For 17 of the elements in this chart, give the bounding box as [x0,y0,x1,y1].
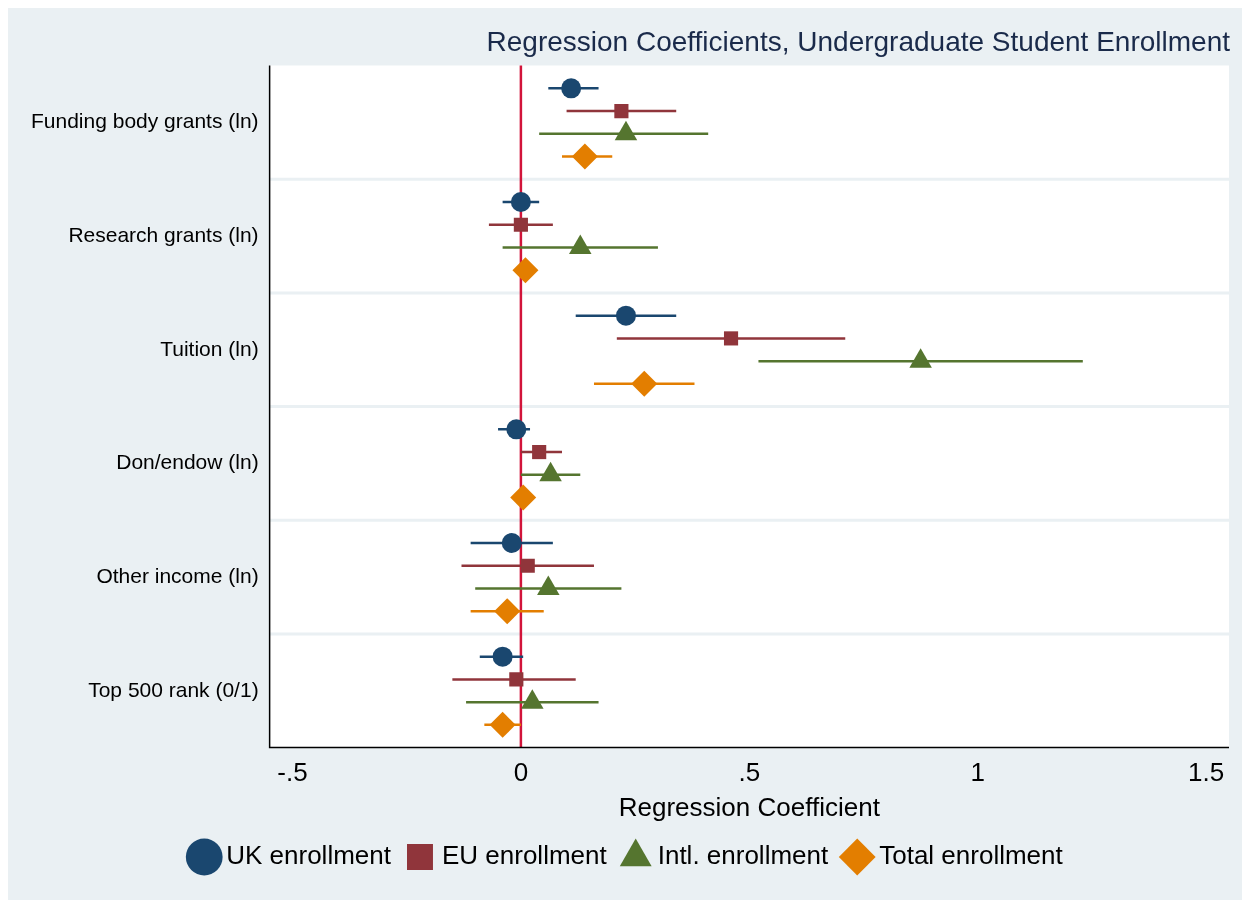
chart-title: Regression Coefficients, Undergraduate Student Enrollment [486,25,1231,57]
x-tick-label: 1.5 [1188,757,1225,788]
y-tick-label: Funding body grants (ln) [30,109,259,133]
x-tick-label: 1 [970,757,985,788]
legend-label: EU enrollment [441,840,608,871]
x-axis-title: Regression Coefficient [618,791,881,822]
y-tick-label: Tuition (ln) [160,336,259,360]
x-tick-label: 0 [513,757,529,788]
legend-label: UK enrollment [226,840,392,871]
y-tick-label: Other income (ln) [96,563,259,587]
x-tick-label: .5 [738,757,761,788]
x-tick-label: -.5 [277,757,308,788]
y-tick-label: Top 500 rank (0/1) [88,677,259,701]
y-tick-label: Don/endow (ln) [116,450,259,474]
legend-label: Intl. enrollment [657,840,829,871]
y-tick-label: Research grants (ln) [68,222,259,246]
legend-label: Total enrollment [879,840,1064,871]
